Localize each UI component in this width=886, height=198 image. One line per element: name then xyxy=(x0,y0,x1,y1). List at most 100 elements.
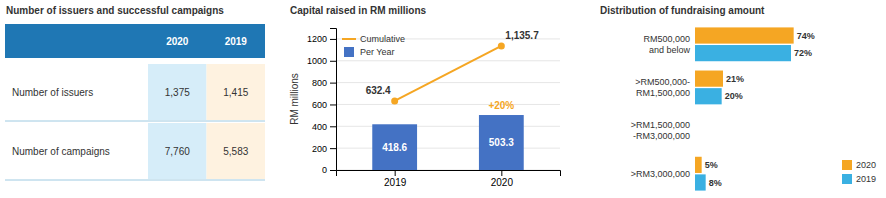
table-column-header: 2020 xyxy=(166,36,189,47)
table-divider xyxy=(5,121,265,122)
data-label: 1,135.7 xyxy=(505,30,539,41)
bar xyxy=(695,157,702,173)
category-label: >RM3,000,000 xyxy=(631,169,690,179)
bar xyxy=(695,174,706,190)
x-axis-line xyxy=(337,171,561,177)
y-tick-label: 1200 xyxy=(307,34,327,44)
combo-chart: Capital raised in RM millions 0 200 400 600 8… xyxy=(289,5,561,188)
chart-title: Capital raised in RM millions xyxy=(290,5,427,16)
table-cell-label: 1,415 xyxy=(223,87,248,98)
grid-line xyxy=(336,148,560,149)
y-tick-mark xyxy=(330,148,336,149)
bar xyxy=(695,45,791,61)
grid-line xyxy=(336,60,560,61)
line xyxy=(395,46,502,101)
category-label: >RM1,500,000-RM3,000,000 xyxy=(631,120,690,141)
bar xyxy=(695,27,794,43)
annotation: +20% xyxy=(488,100,514,111)
legend-label: Cumulative xyxy=(360,34,405,44)
legend-label: 2020 xyxy=(856,160,876,170)
table-divider xyxy=(5,180,265,181)
y-tick-mark xyxy=(330,104,336,105)
x-tick-mark xyxy=(501,170,502,176)
table-title: Number of issuers and successful campaig… xyxy=(6,5,224,16)
y-axis-line xyxy=(330,29,337,171)
y-tick: 0 xyxy=(322,165,336,175)
bar xyxy=(479,115,524,170)
y-tick: 1200 xyxy=(307,34,336,44)
bar xyxy=(695,88,722,104)
category-label: >RM500,000-RM1,500,000 xyxy=(635,77,690,98)
legend-swatch xyxy=(842,160,852,170)
y-tick-mark xyxy=(330,61,336,62)
x-tick: 2019 xyxy=(384,170,407,188)
legend-item: 2020 xyxy=(842,160,876,170)
table-row-label: Number of issuers xyxy=(12,87,93,98)
legend-swatch xyxy=(344,47,354,57)
category-label: RM500,000and below xyxy=(643,34,690,55)
legend-label: 2019 xyxy=(856,174,876,184)
y-tick-label: 1000 xyxy=(307,56,327,66)
table-header xyxy=(5,24,265,58)
table-cell xyxy=(148,123,207,179)
hbar-chart: Distribution of fundraising amount RM500,… xyxy=(600,5,876,191)
chart-title: Distribution of fundraising amount xyxy=(600,5,765,16)
data-label: 74% xyxy=(797,31,815,41)
legend: 2020 2019 xyxy=(842,160,876,184)
data-label: 5% xyxy=(705,160,718,170)
grid xyxy=(336,39,560,170)
y-axis: 0 200 400 600 800 1000 1200 xyxy=(307,29,337,176)
legend-item: 2019 xyxy=(842,174,876,184)
x-tick-label: 2020 xyxy=(491,177,514,188)
table-cell xyxy=(207,64,266,120)
y-tick-label: 800 xyxy=(312,78,327,88)
data-label: 21% xyxy=(726,74,744,84)
table-column-header: 2019 xyxy=(225,36,248,47)
y-tick: 200 xyxy=(312,144,336,154)
legend-swatch xyxy=(342,38,356,40)
y-tick-label: 0 xyxy=(322,165,327,175)
chart-root: Number of issuers and successful campaig… xyxy=(0,0,886,198)
line-marker xyxy=(391,97,398,104)
grid-line xyxy=(336,104,560,105)
data-label: 72% xyxy=(794,48,812,58)
y-axis-title: RM millions xyxy=(289,73,300,125)
legend: Cumulative Per Year xyxy=(342,34,405,57)
bar xyxy=(695,114,696,130)
y-tick: 400 xyxy=(312,122,336,132)
x-tick: 2020 xyxy=(491,170,514,188)
table-cell-label: 5,583 xyxy=(223,146,248,157)
table-cell-label: 1,375 xyxy=(165,87,190,98)
y-tick-label: 400 xyxy=(312,122,327,132)
plot-marks xyxy=(695,27,794,190)
y-tick-mark xyxy=(330,39,336,40)
data-label: 20% xyxy=(725,91,743,101)
data-label: 503.3 xyxy=(489,137,514,148)
table-row-label: Number of campaigns xyxy=(12,146,110,157)
y-tick: 800 xyxy=(312,78,336,88)
legend-item: Cumulative xyxy=(342,34,405,44)
y-tick-label: 600 xyxy=(312,100,327,110)
y-tick: 1000 xyxy=(307,56,336,66)
y-tick-mark xyxy=(330,83,336,84)
x-tick-label: 2019 xyxy=(384,177,407,188)
legend-label: Per Year xyxy=(360,47,395,57)
table-cell xyxy=(148,64,207,120)
y-tick-label: 200 xyxy=(312,144,327,154)
table-cell-label: 7,760 xyxy=(165,146,190,157)
x-tick-mark xyxy=(395,170,396,176)
y-tick-mark xyxy=(330,170,336,171)
legend-swatch xyxy=(842,174,852,184)
bar xyxy=(695,71,723,87)
table: Number of issuers and successful campaig… xyxy=(5,5,265,180)
grid-line xyxy=(336,82,560,83)
line-marker xyxy=(498,42,505,49)
plot-marks xyxy=(372,42,523,170)
grid-line xyxy=(336,126,560,127)
bar xyxy=(372,124,417,170)
legend-item: Per Year xyxy=(344,47,395,57)
data-label: 632.4 xyxy=(366,85,391,96)
data-label: 8% xyxy=(709,178,722,188)
y-tick-mark xyxy=(330,126,336,127)
y-tick: 600 xyxy=(312,100,336,110)
